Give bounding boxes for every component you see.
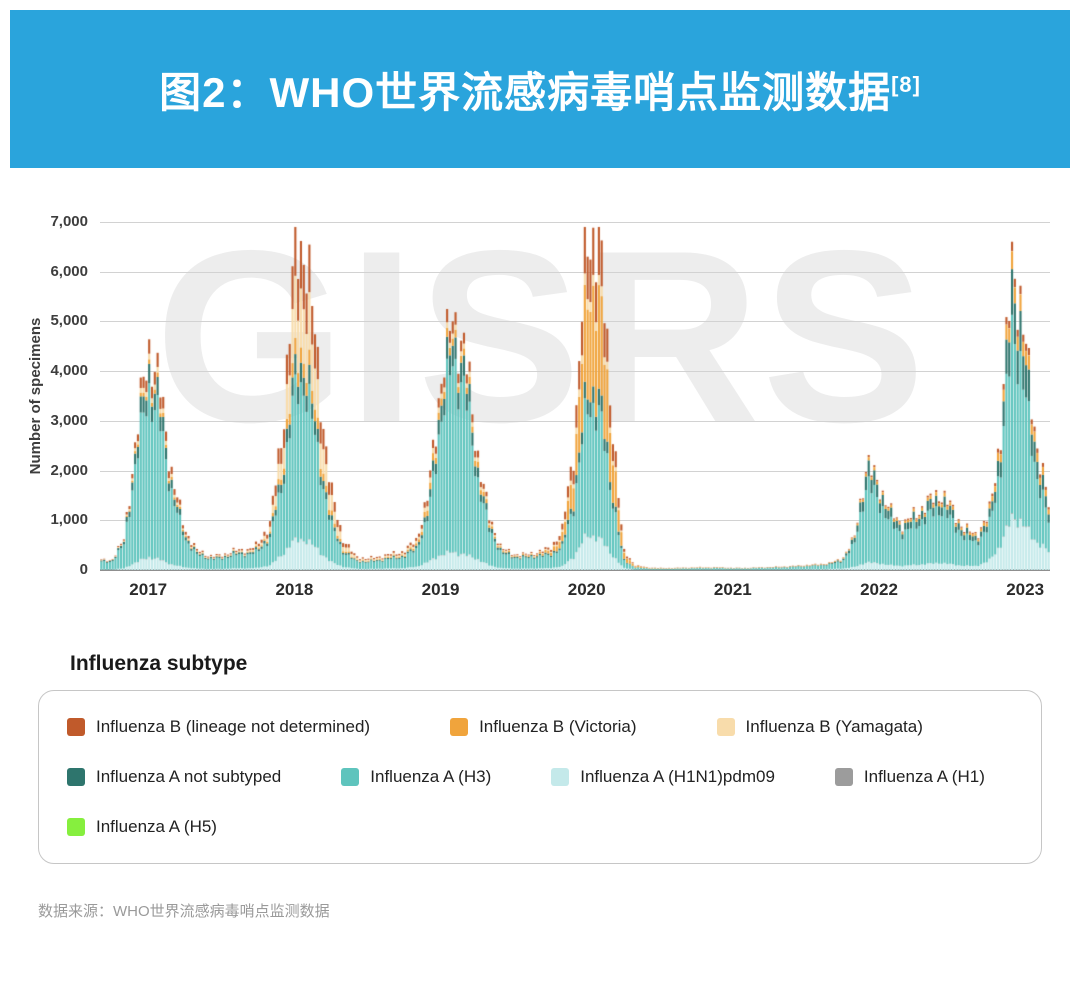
influenza-b-lineage-not-determined-swatch-icon [67,718,85,736]
legend-item-influenza-a-h1: Influenza A (H1) [834,767,985,787]
x-tick-label: 2020 [567,580,606,599]
data-source-note: 数据来源：WHO世界流感病毒哨点监测数据 [38,903,330,920]
y-tick-label: 4,000 [50,362,88,380]
legend-item-label: Influenza A (H1) [863,767,985,786]
stacked-bar-chart-canvas [100,222,1050,570]
x-tick-label: 2022 [860,580,898,599]
legend-item-influenza-b-victoria: Influenza B (Victoria) [450,717,637,737]
legend-row: Influenza A (H5) [67,817,1013,837]
legend-row: Influenza A not subtyped Influenza A (H3)… [67,767,1013,787]
legend-item-influenza-a-h1n1pdm09: Influenza A (H1N1)pdm09 [551,767,775,787]
legend-item-influenza-a-h3: Influenza A (H3) [341,767,491,787]
reference-marker: [8] [891,71,921,97]
legend-item-label: Influenza B (Victoria) [479,717,637,736]
influenza-a-h1-swatch-icon [834,768,853,786]
page-title-text: 图2：WHO世界流感病毒哨点监测数据 [159,68,892,116]
legend-item-influenza-a-h5: Influenza A (H5) [67,817,217,837]
legend-title: Influenza subtype [70,652,248,675]
y-tick-label: 6,000 [50,262,88,280]
y-tick-label: 0 [79,561,88,578]
influenza-a-h3-swatch-icon [341,768,360,786]
legend-item-influenza-a-not-subtyped: Influenza A not subtyped [67,767,281,787]
legend-item-label: Influenza A not subtyped [96,767,282,786]
legend: Influenza B (lineage not determined) Infl… [38,690,1042,864]
influenza-a-h5-swatch-icon [67,818,85,836]
y-axis-title: Number of specimens [27,317,44,475]
x-tick-label: 2019 [421,580,460,599]
legend-item-label: Influenza A (H1N1)pdm09 [580,767,775,786]
legend-item-label: Influenza B (lineage not determined) [96,717,371,736]
plot-area: GISRS Number of specimens 01,0002,0003,0… [27,213,1050,599]
influenza-b-victoria-swatch-icon [450,718,469,736]
y-tick-label: 3,000 [50,411,88,429]
influenza-a-h1n1pdm09-swatch-icon [551,768,570,786]
y-tick-label: 2,000 [50,461,88,479]
chart: GISRS Number of specimens 01,0002,0003,0… [27,213,1050,599]
page-title: 图2：WHO世界流感病毒哨点监测数据[8] [159,59,921,120]
x-tick-label: 2021 [713,580,752,599]
y-tick-label: 1,000 [50,511,88,529]
influenza-a-not-subtyped-swatch-icon [67,768,85,786]
legend-item-label: Influenza A (H3) [370,767,492,786]
legend-item-label: Influenza A (H5) [96,817,217,836]
x-tick-label: 2023 [1006,580,1045,599]
legend-item-influenza-b-yamagata: Influenza B (Yamagata) [716,717,923,737]
legend-row: Influenza B (lineage not determined) Infl… [67,717,1013,737]
x-tick-label: 2017 [129,580,168,599]
legend-item-label: Influenza B (Yamagata) [745,717,923,736]
x-axis-baseline [100,569,1050,571]
title-banner: 图2：WHO世界流感病毒哨点监测数据[8] [10,10,1070,168]
legend-item-influenza-b-lineage-not-determined: Influenza B (lineage not determined) [67,717,370,737]
y-tick-label: 7,000 [50,213,88,230]
influenza-b-yamagata-swatch-icon [716,718,735,736]
y-tick-label: 5,000 [50,312,88,330]
x-tick-label: 2018 [275,580,314,599]
